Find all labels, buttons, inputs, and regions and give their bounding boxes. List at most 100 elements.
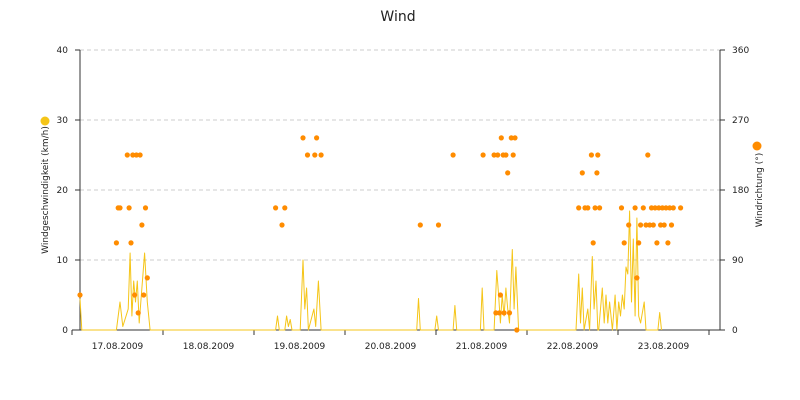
direction-point [576,205,582,211]
direction-point [144,275,150,281]
y2-tick-label: 90 [732,256,744,266]
x-tick-label: 22.08.2009 [547,342,599,352]
direction-point [510,152,516,158]
direction-point [135,310,141,316]
y-axis-label: Windgeschwindigkeit (km/h) [41,126,51,254]
direction-point [638,222,644,228]
direction-point [626,222,632,228]
direction-point [505,170,511,176]
direction-point [137,152,143,158]
speed-legend-icon [40,116,50,126]
direction-point [678,205,684,211]
direction-point [654,240,660,246]
direction-point [640,205,646,211]
direction-point [300,135,306,141]
direction-point [113,240,119,246]
direction-point [77,292,83,298]
speed-series [79,210,662,331]
x-tick-label: 17.08.2009 [92,342,144,352]
direction-point [512,135,518,141]
direction-point [590,240,596,246]
x-tick-label: 19.08.2009 [274,342,326,352]
direction-point [282,205,288,211]
direction-point [658,222,664,228]
direction-point [643,222,649,228]
y2-tick-label: 360 [732,46,749,56]
direction-legend-icon [752,141,762,151]
direction-point [506,310,513,316]
direction-point [656,205,662,211]
grid-lines [80,49,720,261]
direction-point [126,205,132,211]
y-tick-label: 20 [57,186,69,196]
y2-tick-label: 270 [732,116,749,126]
direction-point [117,205,123,211]
direction-point [645,152,651,158]
direction-point [496,310,503,316]
direction-point [133,152,139,158]
direction-point [663,205,669,211]
direction-point [659,205,666,211]
direction-point [636,240,642,246]
direction-point [661,222,667,228]
direction-point [503,152,509,158]
direction-point [618,205,625,211]
direction-point [501,310,507,316]
x-tick-label: 21.08.2009 [456,342,508,352]
direction-point [670,205,676,211]
direction-point [318,152,324,158]
direction-point [588,152,595,158]
direction-point [435,222,442,228]
direction-point [667,205,673,211]
direction-point [279,222,285,228]
y2-axis-label: Windrichtung (°) [755,153,765,228]
axes [71,49,725,335]
direction-point [621,240,627,246]
direction-point [652,205,658,211]
direction-point [132,292,138,298]
direction-point [128,240,134,246]
direction-point [498,135,504,141]
direction-point [508,135,514,141]
direction-point [417,222,423,228]
tick-labels: 0 10 20 30 40 0 90 180 270 360 17.08.2009 18.08.200… [57,46,750,352]
direction-point [273,205,279,211]
direction-point [139,222,145,228]
direction-point [592,205,598,211]
chart-title: Wind [380,9,415,25]
direction-point [647,222,653,228]
direction-point [497,292,503,298]
direction-point [495,152,501,158]
direction-point [141,292,147,298]
y-tick-label: 40 [57,46,69,56]
direction-point [585,205,591,211]
direction-point [480,152,486,158]
x-tick-label: 20.08.2009 [365,342,417,352]
direction-point [650,222,656,228]
direction-point [668,222,675,228]
direction-point [634,275,640,281]
direction-point [142,205,149,211]
direction-point [124,152,130,158]
direction-point [597,205,603,211]
direction-point [579,170,585,176]
y2-tick-label: 0 [732,326,738,336]
direction-point [493,310,499,316]
direction-series [77,135,684,333]
direction-point [450,152,456,158]
y-tick-label: 30 [57,116,69,126]
direction-point [304,152,311,158]
x-tick-label: 18.08.2009 [183,342,235,352]
speed-line [79,210,662,331]
direction-point [648,205,655,211]
direction-point [632,205,638,211]
y-tick-label: 10 [57,256,69,266]
direction-point [491,152,497,158]
direction-point [595,152,601,158]
y-tick-label: 0 [62,326,68,336]
direction-point [514,327,520,333]
direction-point [665,240,671,246]
direction-point [594,170,600,176]
direction-point [314,135,320,141]
